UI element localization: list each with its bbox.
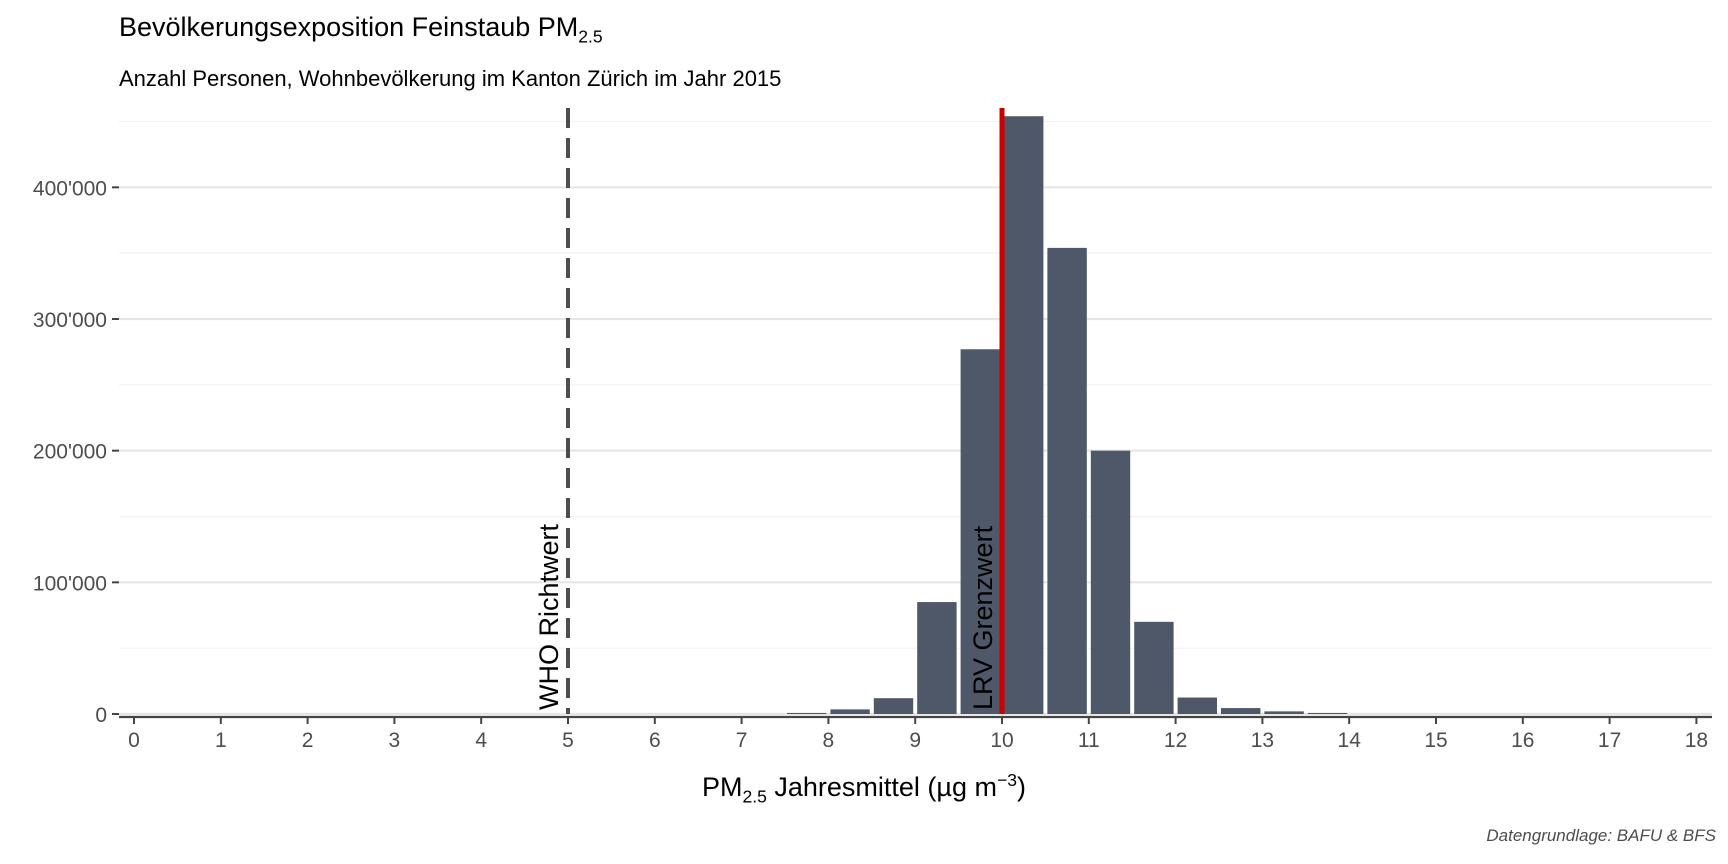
histogram-bar [1264,711,1304,714]
y-tick-label: 0 [95,704,107,727]
y-tick-label: 100'000 [33,572,107,595]
x-tick-label: 0 [128,729,140,752]
x-tick-label: 9 [909,729,921,752]
x-tick-label: 6 [649,729,661,752]
x-tick-label: 10 [990,729,1013,752]
reference-lines: WHO Richtwert LRV Grenzwert [534,108,1005,714]
histogram-bar [1004,116,1044,714]
y-tick-label: 300'000 [33,309,107,332]
x-tick-label: 1 [215,729,227,752]
chart-subtitle: Anzahl Personen, Wohnbevölkerung im Kant… [119,66,782,91]
y-tick-label: 400'000 [33,177,107,200]
who-guideline-label: WHO Richtwert [534,523,564,710]
histogram-bar [1221,708,1261,714]
histogram-bar [917,602,957,714]
x-tick-label: 8 [823,729,835,752]
x-tick-label: 2 [302,729,314,752]
histogram-bar [1047,247,1087,715]
x-tick-label: 14 [1338,729,1362,752]
histogram-bar [1134,621,1174,714]
x-tick-label: 12 [1164,729,1187,752]
histogram-bar [1177,697,1217,714]
histogram-bar [787,712,827,714]
x-tick-label: 5 [562,729,574,752]
x-tick-label: 15 [1424,729,1447,752]
axes: 0 1 2 3 4 5 6 7 8 9 10 11 12 13 14 15 16 17 180100'000200'… [33,177,1712,752]
x-tick-label: 18 [1685,729,1708,752]
y-tick-label: 200'000 [33,441,107,464]
histogram-bar [873,698,914,714]
x-tick-label: 4 [475,729,487,752]
x-tick-label: 3 [389,729,401,752]
histogram-bar [960,349,1000,714]
x-tick-label: 17 [1598,729,1621,752]
x-axis-label: PM2.5 Jahresmittel (µg m−3) [702,770,1026,807]
histogram-bar [1307,712,1348,714]
x-tick-label: 11 [1078,729,1100,752]
x-tick-label: 16 [1511,729,1534,752]
x-tick-label: 13 [1251,729,1274,752]
x-tick-label: 7 [736,729,748,752]
data-source-caption: Datengrundlage: BAFU & BFS [1486,826,1716,845]
grid-lines [119,120,1712,716]
lrv-limit-label: LRV Grenzwert [968,525,998,710]
chart-title: Bevölkerungsexposition Feinstaub PM2.5 [119,12,603,47]
histogram-bar [830,709,870,714]
histogram-bar [1090,450,1131,714]
bars [787,116,1348,715]
